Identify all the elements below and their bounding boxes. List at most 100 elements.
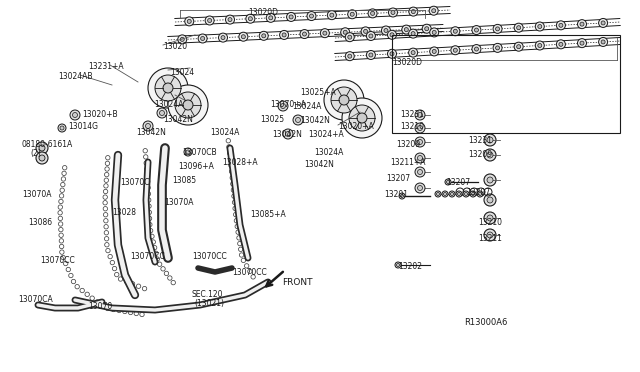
Text: 13231: 13231	[468, 136, 492, 145]
Circle shape	[409, 7, 418, 16]
Text: 13070: 13070	[88, 302, 112, 311]
Circle shape	[183, 100, 193, 110]
Circle shape	[369, 34, 373, 38]
Circle shape	[266, 13, 275, 22]
Circle shape	[436, 192, 440, 196]
Circle shape	[577, 39, 586, 48]
Text: 13028+A: 13028+A	[222, 158, 258, 167]
Circle shape	[442, 191, 448, 197]
Circle shape	[487, 137, 493, 143]
Circle shape	[417, 155, 422, 160]
Circle shape	[415, 123, 425, 133]
Circle shape	[280, 103, 285, 109]
Circle shape	[516, 45, 521, 49]
Text: 13085: 13085	[172, 176, 196, 185]
Text: 13086: 13086	[28, 218, 52, 227]
Circle shape	[218, 33, 227, 42]
Text: 13096+A: 13096+A	[178, 162, 214, 171]
Circle shape	[159, 110, 164, 115]
Text: 13070CA: 13070CA	[18, 295, 52, 304]
Text: 13207: 13207	[386, 174, 410, 183]
Text: 13024+A: 13024+A	[308, 130, 344, 139]
Circle shape	[198, 34, 207, 43]
Circle shape	[472, 192, 474, 196]
Circle shape	[559, 23, 563, 27]
Circle shape	[168, 85, 208, 125]
Circle shape	[155, 75, 181, 101]
Circle shape	[451, 27, 460, 36]
Circle shape	[369, 53, 373, 57]
Text: 13231+A: 13231+A	[88, 62, 124, 71]
Circle shape	[395, 262, 401, 268]
Circle shape	[495, 27, 500, 31]
Circle shape	[447, 180, 449, 183]
Circle shape	[207, 19, 212, 22]
Circle shape	[415, 167, 425, 177]
Circle shape	[495, 46, 500, 50]
Circle shape	[366, 51, 376, 60]
Circle shape	[484, 229, 496, 241]
Circle shape	[556, 40, 565, 49]
Circle shape	[148, 68, 188, 108]
Circle shape	[535, 22, 544, 31]
Circle shape	[241, 35, 245, 39]
Circle shape	[185, 17, 194, 26]
Circle shape	[580, 22, 584, 26]
Circle shape	[417, 112, 422, 118]
Circle shape	[487, 197, 493, 203]
Circle shape	[514, 23, 523, 32]
Text: 13209: 13209	[468, 150, 492, 159]
Text: 13070CC: 13070CC	[232, 268, 267, 277]
Circle shape	[300, 29, 309, 39]
Circle shape	[535, 41, 544, 50]
Text: 13201: 13201	[384, 190, 408, 199]
Text: 13024A: 13024A	[292, 102, 321, 111]
Circle shape	[463, 191, 469, 197]
Circle shape	[180, 37, 184, 41]
Circle shape	[477, 191, 483, 197]
Circle shape	[175, 92, 201, 118]
Text: 13070+A: 13070+A	[270, 100, 306, 109]
Circle shape	[514, 42, 523, 51]
Circle shape	[390, 33, 394, 37]
Circle shape	[269, 16, 273, 20]
Circle shape	[321, 29, 330, 38]
Circle shape	[72, 112, 77, 118]
Circle shape	[484, 212, 496, 224]
Circle shape	[484, 149, 496, 161]
Circle shape	[453, 48, 458, 52]
Circle shape	[350, 12, 354, 16]
Text: 13070CC: 13070CC	[130, 252, 164, 261]
Circle shape	[278, 101, 288, 111]
Text: R13000A6: R13000A6	[464, 318, 508, 327]
Circle shape	[58, 124, 66, 132]
Circle shape	[303, 32, 307, 36]
Circle shape	[408, 29, 418, 38]
Text: 08180-6161A: 08180-6161A	[22, 140, 73, 149]
Circle shape	[449, 191, 455, 197]
Circle shape	[283, 129, 293, 139]
Circle shape	[429, 6, 438, 15]
Circle shape	[415, 183, 425, 193]
Circle shape	[60, 126, 64, 130]
Circle shape	[285, 131, 291, 137]
Text: (13021): (13021)	[194, 299, 224, 308]
Text: 13024A: 13024A	[314, 148, 344, 157]
Circle shape	[415, 153, 425, 163]
Circle shape	[432, 9, 436, 13]
Circle shape	[345, 52, 355, 61]
Circle shape	[487, 177, 493, 183]
Circle shape	[601, 40, 605, 44]
Circle shape	[330, 13, 334, 17]
Circle shape	[339, 95, 349, 105]
Circle shape	[577, 20, 586, 29]
Circle shape	[145, 124, 150, 128]
Circle shape	[470, 191, 476, 197]
Circle shape	[408, 48, 418, 57]
Circle shape	[484, 174, 496, 186]
Circle shape	[324, 80, 364, 120]
Circle shape	[357, 113, 367, 123]
Text: 13070CC: 13070CC	[40, 256, 75, 265]
Circle shape	[293, 115, 303, 125]
Circle shape	[188, 19, 191, 23]
